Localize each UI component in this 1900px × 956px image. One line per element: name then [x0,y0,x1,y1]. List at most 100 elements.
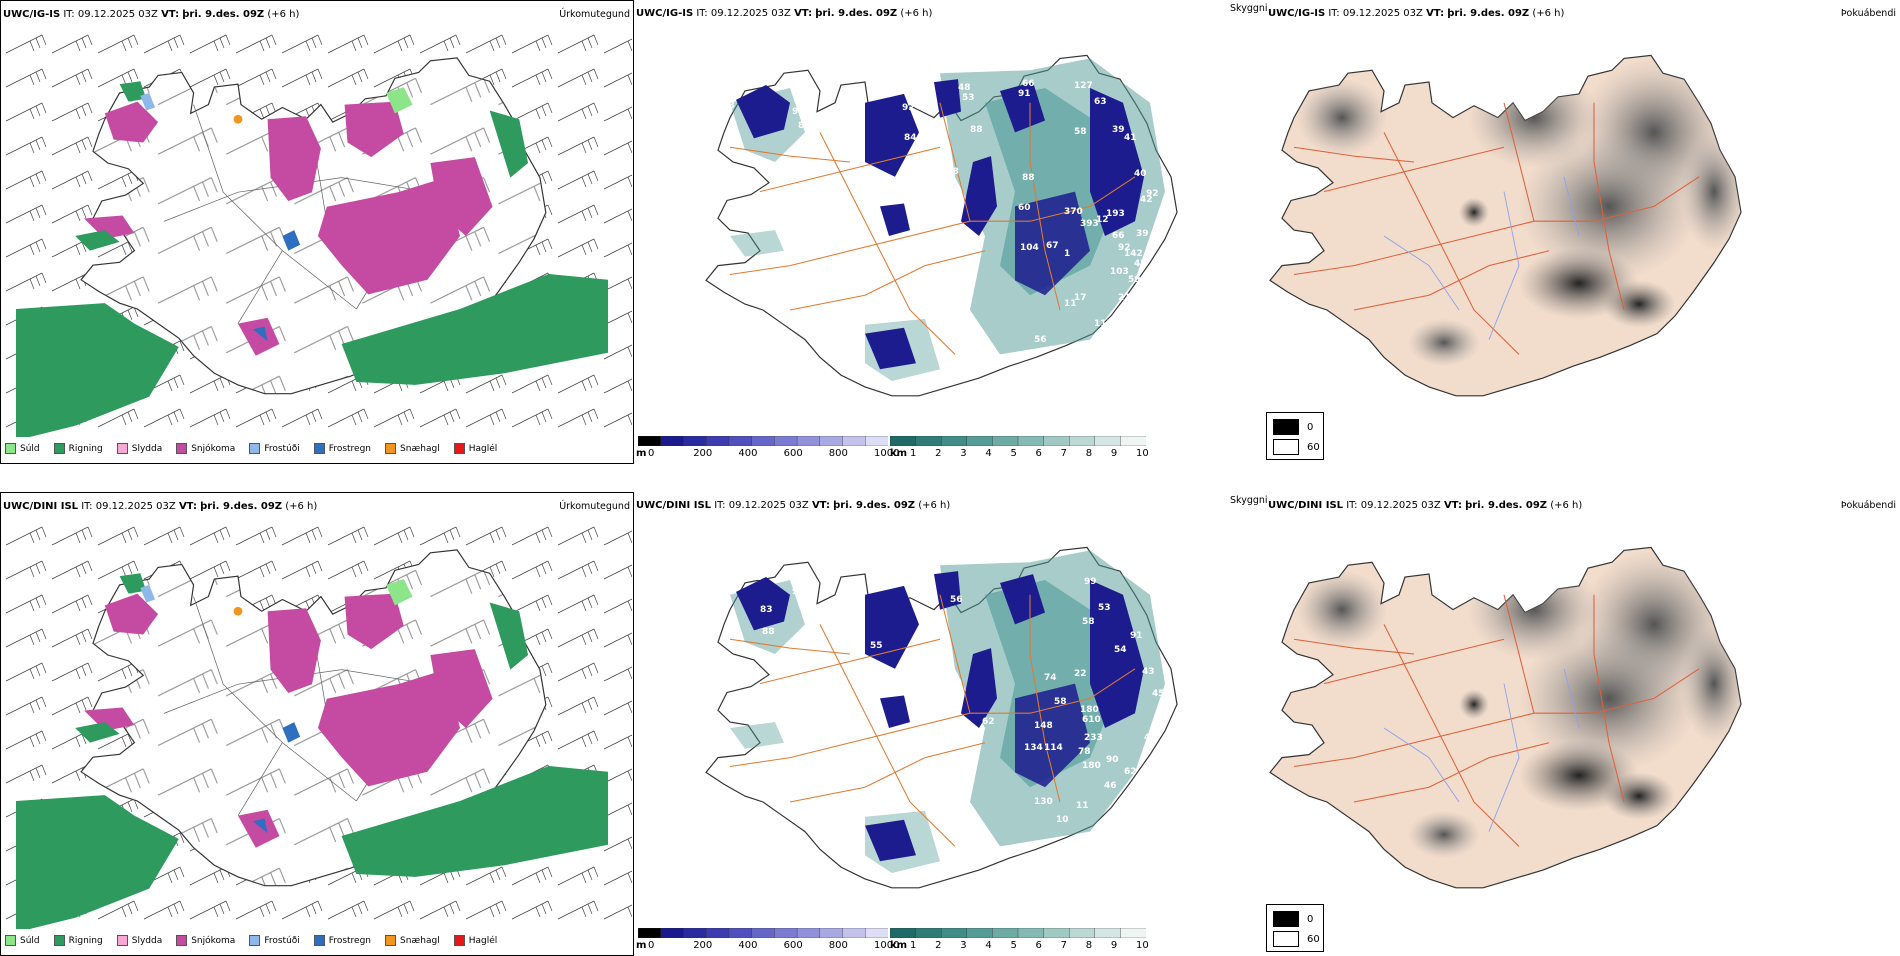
precip-legend: Súld Rigning Slydda Snjókoma Frostúði Frostre… [5,935,511,946]
colorbar-tick-label: 600 [783,448,803,459]
visibility-value-label: 66 [1112,231,1125,241]
it-label: IT: [1346,500,1358,511]
precip-legend-item: Rigning [53,935,103,946]
colorbar-tick-label: 7 [1060,448,1068,459]
visibility-value-label: 92 [902,103,915,113]
forecast-row-top: UWC/IG-IS IT: 09.12.2025 03Z VT: þri. 9.… [0,0,1900,464]
visibility-value-label: 47 [1134,259,1147,269]
colorbar-segment [638,436,662,446]
precip-type-title: Úrkomutegund [559,9,630,20]
vt-value: þri. 9.des. 09Z [1447,8,1530,19]
precip-legend-item: Frostúði [249,935,300,946]
visibility-value-label: 63 [1094,97,1107,107]
visibility-value-label: 22 [1074,669,1087,679]
colorbar-tick-label: 5 [1010,448,1017,459]
it-value: 09.12.2025 03Z [1342,8,1423,19]
visibility-value-label: 67 [1046,241,1059,251]
visibility-value-label: 56 [950,595,963,605]
precip-legend-item: Frostregn [313,935,371,946]
colorbar-unit: m [636,448,647,459]
lead-time: (+6 h) [1532,8,1565,19]
colorbar-unit: m [636,940,647,951]
legend-swatch [5,443,16,454]
legend-label: Frostúði [264,935,300,946]
visibility-value-label: 1 [1064,249,1070,259]
colorbar-tick-label: 200 [693,940,713,951]
vt-value: þri. 9.des. 09Z [815,8,898,19]
panel-header: UWC/DINI ISL IT: 09.12.2025 03Z VT: þri.… [636,500,950,512]
visibility-value-label: 53 [1098,603,1111,613]
colorbar-segment [1094,928,1122,938]
legend-swatch [5,935,16,946]
visibility-colorbar-m [638,436,888,446]
legend-label: Rigning [68,443,103,454]
visibility-value-label: 84 [904,133,917,143]
legend-swatch [53,443,65,454]
precip-legend-item: Rigning [53,443,103,454]
visibility-value-label: 87 [920,153,933,163]
colorbar-segment [1017,436,1045,446]
visibility-value-label: 58 [1082,617,1095,627]
panel-header: UWC/DINI ISL IT: 09.12.2025 03Z VT: þri.… [3,501,317,513]
colorbar-tick-label: 1000 [874,940,900,951]
it-value: 09.12.2025 03Z [710,8,791,19]
fog-title: Þokuábendi [1840,8,1896,19]
vt-value: þri. 9.des. 09Z [182,9,265,20]
colorbar-tick-label: 4 [985,940,992,951]
visibility-value-label: 114 [1044,743,1063,753]
model-label: UWC/DINI ISL [636,500,712,511]
visibility-value-label: 92 [1118,243,1131,253]
legend-swatch [249,443,261,454]
visibility-value-label: 60 [1018,203,1031,213]
colorbar-segment [705,928,730,938]
vt-value: þri. 9.des. 09Z [833,500,916,511]
legend-swatch [53,935,65,946]
visibility-value-label: 127 [1074,81,1093,91]
precip-type-map [2,27,632,437]
lead-time: (+6 h) [918,500,951,511]
visibility-value-label: 58 [1054,697,1067,707]
visibility-value-label: 40 [1134,169,1147,179]
visibility-value-label: 58 [722,101,735,111]
visibility-colorbar-km [890,928,1146,938]
visibility-value-label: 95 [830,119,843,129]
visibility-value-label: 99 [820,669,833,679]
lead-time: (+6 h) [267,9,300,20]
precip-legend-item: Haglél [453,935,497,946]
visibility-value-label: 180 [1080,705,1099,715]
visibility-value-label: 53 [750,573,763,583]
vt-label: VT: [1426,8,1445,19]
colorbar-tick-label: 0 [648,448,655,459]
legend-label: Slydda [131,935,163,946]
colorbar-tick-label: 400 [738,940,758,951]
legend-label: Snjókoma [191,935,236,946]
panel-header: UWC/IG-IS IT: 09.12.2025 03Z VT: þri. 9.… [1268,8,1564,20]
colorbar-segment [638,928,662,938]
legend-swatch [385,443,397,454]
colorbar-tick-label: 0 [648,940,655,951]
panel-header: UWC/DINI ISL IT: 09.12.2025 03Z VT: þri.… [1268,500,1582,512]
colorbar-segment [890,436,917,446]
legend-swatch [176,935,188,946]
visibility-value-label: 128 [940,167,959,177]
colorbar-segment [819,436,844,446]
it-label: IT: [1328,8,1340,19]
legend-swatch [116,935,128,946]
lead-time: (+6 h) [1550,500,1583,511]
visibility-value-label: 134 [1024,743,1043,753]
colorbar-segment [1043,928,1070,938]
colorbar-segment [992,436,1019,446]
colorbar-segment [890,928,917,938]
visibility-value-label: 212 [1118,293,1137,303]
fog-legend-label: 0 [1307,913,1314,925]
colorbar-tick-label: 400 [738,448,758,459]
colorbar-segment [751,436,776,446]
visibility-value-label: 11 [1064,299,1077,309]
vt-label: VT: [794,8,813,19]
visibility-value-label: 233 [1084,733,1103,743]
colorbar-tick-label: 6 [1035,448,1042,459]
visibility-value-label: 88 [970,125,983,135]
colorbar-segment [842,436,866,446]
visibility-value-label: 148 [1034,721,1053,731]
legend-label: Frostúði [264,443,300,454]
